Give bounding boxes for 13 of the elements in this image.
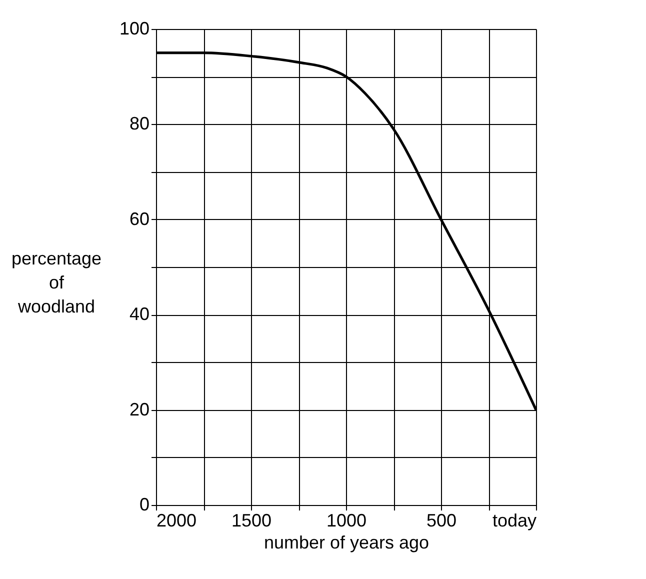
y-tick-label: 0 bbox=[139, 494, 150, 514]
y-tick-label: 60 bbox=[129, 208, 150, 229]
x-tick-label: today bbox=[492, 510, 536, 530]
y-tick-label: 40 bbox=[129, 304, 150, 324]
x-tick-label: 2000 bbox=[156, 510, 197, 530]
x-tick-label: 1000 bbox=[326, 510, 367, 530]
x-tick-label: 500 bbox=[426, 510, 457, 530]
y-tick-label: 80 bbox=[129, 114, 150, 134]
y-axis-title: percentage of woodland bbox=[11, 248, 102, 316]
x-axis-title: number of years ago bbox=[264, 532, 430, 552]
y-tick-label: 100 bbox=[119, 18, 150, 38]
y-tick-label: 20 bbox=[129, 399, 150, 420]
x-tick-label: 1500 bbox=[231, 510, 272, 530]
